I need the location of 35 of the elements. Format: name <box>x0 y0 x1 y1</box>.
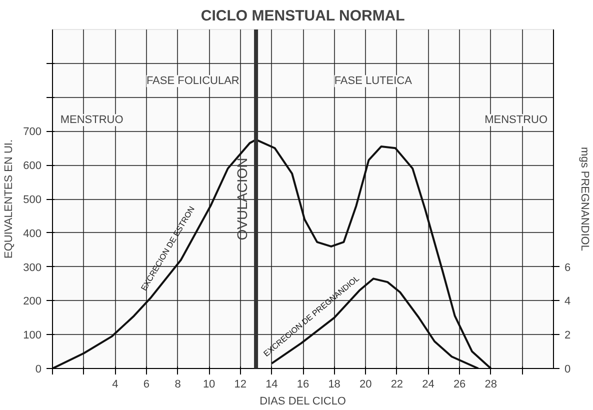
x-tick-label: 20 <box>360 378 372 390</box>
y-tick-label: 0 <box>35 364 42 376</box>
x-tick-label: 22 <box>390 378 404 390</box>
x-tick-label: 14 <box>266 378 278 390</box>
ref-line-label: OVULACION <box>234 158 250 240</box>
x-axis-title: DIAS DEL CICLO <box>260 396 346 408</box>
annotation: FASE LUTEICA <box>334 75 413 88</box>
y-tick-label: 600 <box>23 160 42 172</box>
y2-tick-label: 4 <box>564 296 571 308</box>
x-tick-label: 4 <box>112 378 118 390</box>
annotation: FASE FOLICULAR <box>146 75 240 88</box>
x-tick-label: 12 <box>234 378 247 390</box>
y-tick-label: 300 <box>23 262 42 274</box>
x-tick-label: 16 <box>296 378 310 390</box>
x-tick-label: 26 <box>453 378 466 390</box>
y2-tick-label: 2 <box>564 330 571 342</box>
x-tick-label: 6 <box>143 378 150 390</box>
y2-tick-label: 0 <box>564 364 571 376</box>
x-tick-label: 28 <box>484 378 498 390</box>
chart-title: CICLO MENSTUAL NORMAL <box>200 8 405 24</box>
y-axis-title: EQUIVALENTES EN UI. <box>3 139 16 258</box>
y2-tick-label: 6 <box>564 262 571 274</box>
y-tick-label: 500 <box>23 194 42 206</box>
x-tick-label: 24 <box>422 378 434 390</box>
x-tick-label: 18 <box>328 378 340 390</box>
y2-axis-title: mgs PREGNANDIOL <box>578 147 591 251</box>
annotation: MENSTRUO <box>60 114 124 126</box>
y-tick-label: 400 <box>23 228 42 240</box>
x-tick-label: 10 <box>202 378 216 390</box>
y-tick-label: 200 <box>23 296 42 308</box>
annotation: MENSTRUO <box>484 114 548 126</box>
x-tick-label: 8 <box>174 378 181 390</box>
y-tick-label: 700 <box>23 126 42 138</box>
y-tick-label: 100 <box>23 330 42 342</box>
line-series <box>52 138 492 368</box>
